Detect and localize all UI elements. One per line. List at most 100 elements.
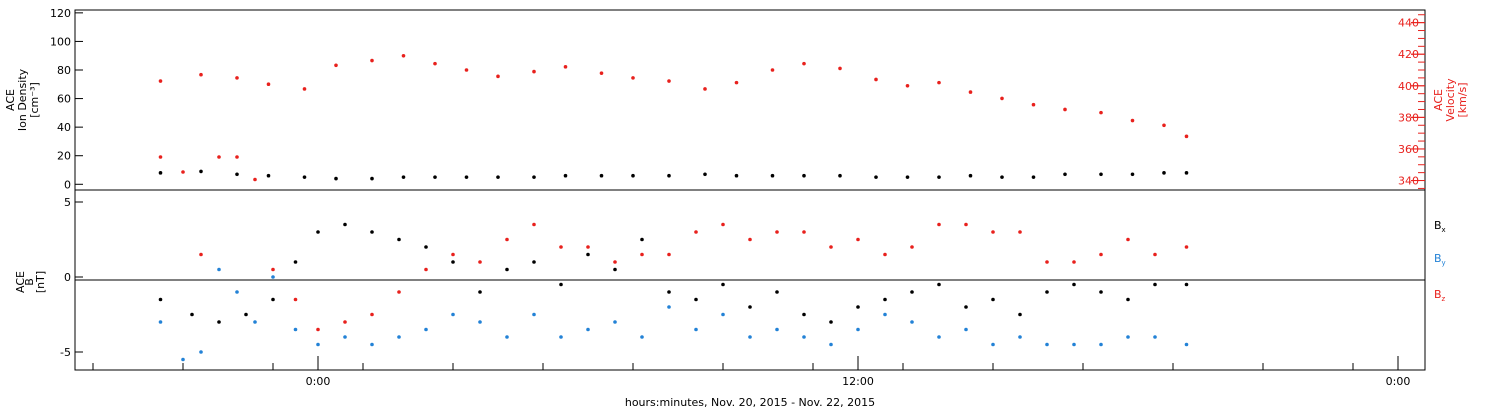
field-label-line-3: [nT]: [34, 271, 47, 293]
point-density: [703, 172, 707, 177]
point-bz: [478, 260, 482, 264]
point-density: [1184, 171, 1189, 175]
point-bz: [640, 252, 644, 257]
point-bz: [1072, 260, 1076, 264]
legend-bz: Bz: [1434, 288, 1446, 303]
point-density: [433, 175, 437, 179]
point-by: [343, 335, 347, 339]
point-by: [316, 342, 320, 347]
point-velocity: [334, 63, 338, 68]
point-bx: [1184, 282, 1189, 287]
point-bx: [775, 290, 779, 294]
point-density: [874, 175, 878, 179]
point-bx: [1072, 282, 1076, 287]
point-bz: [964, 222, 968, 227]
point-density: [370, 176, 374, 181]
point-density: [199, 169, 203, 174]
top-left-axis: 0 20 40 60 80 100 120: [50, 7, 83, 191]
point-velocity: [235, 76, 239, 80]
point-bx: [910, 290, 914, 294]
point-density: [667, 173, 671, 178]
point-by: [217, 267, 221, 272]
point-by: [451, 312, 455, 317]
point-velocity: [1162, 123, 1166, 128]
point-bx: [1018, 312, 1022, 317]
point-bx: [883, 297, 887, 302]
point-bx: [316, 230, 320, 234]
point-by: [158, 320, 163, 324]
field-label-line-2: B: [23, 278, 36, 286]
point-by: [293, 327, 298, 332]
point-density: [838, 173, 842, 178]
point-by: [1018, 335, 1022, 339]
point-bx: [158, 297, 163, 302]
point-by: [1184, 342, 1189, 347]
density-label-line-1: ACE: [4, 89, 17, 111]
point-by: [991, 342, 995, 347]
point-density: [734, 173, 739, 178]
point-bz: [451, 252, 455, 257]
velocity-tick-label: 340: [1398, 175, 1419, 188]
point-bz: [424, 267, 428, 272]
point-by: [1126, 335, 1130, 339]
point-bz: [532, 222, 536, 227]
point-bx: [190, 312, 194, 317]
point-velocity: [667, 79, 671, 83]
point-bz: [316, 327, 320, 332]
point-bz: [1184, 245, 1189, 249]
point-by: [856, 327, 860, 332]
point-velocity: [464, 68, 469, 72]
point-bx: [397, 237, 401, 242]
point-density: [532, 175, 536, 179]
point-by: [1099, 342, 1103, 347]
point-by: [586, 327, 590, 332]
point-density: [1099, 172, 1103, 177]
point-bz: [1126, 237, 1130, 242]
legend-by: By: [1434, 252, 1446, 267]
point-velocity: [302, 87, 307, 91]
point-bz: [883, 252, 887, 257]
point-by: [370, 342, 374, 347]
point-bz: [775, 230, 779, 234]
point-by: [199, 350, 203, 354]
point-bz: [613, 260, 617, 264]
time-tick-label: 0:00: [1386, 375, 1411, 388]
point-bz: [158, 155, 163, 159]
point-velocity: [1099, 110, 1103, 115]
density-tick-label: 60: [57, 93, 71, 106]
legend-bz-sub: z: [1442, 295, 1446, 303]
point-bx: [1153, 282, 1157, 287]
density-tick-label: 40: [57, 121, 71, 134]
point-velocity: [1063, 107, 1067, 112]
point-density: [563, 173, 568, 178]
point-bx: [343, 222, 347, 227]
point-bz: [505, 237, 509, 242]
velocity-label-line-2: Velocity: [1444, 78, 1457, 122]
point-bx: [532, 260, 536, 264]
point-bz: [199, 252, 203, 257]
point-by: [532, 312, 536, 317]
data-points: [158, 53, 1189, 362]
point-bz: [748, 237, 752, 242]
point-by: [478, 320, 482, 324]
point-density: [158, 171, 163, 175]
field-axis-label: ACE B [nT]: [14, 271, 47, 293]
point-bx: [748, 305, 752, 309]
point-density: [802, 173, 806, 178]
density-tick-label: 120: [50, 7, 71, 20]
bottom-left-axis: -5 0 5: [60, 196, 83, 359]
point-velocity: [266, 82, 271, 87]
point-bx: [424, 245, 428, 249]
point-bz: [910, 245, 914, 249]
point-by: [253, 320, 257, 324]
velocity-tick-label: 400: [1398, 80, 1419, 93]
point-bx: [505, 267, 509, 272]
x-axis-title: hours:minutes, Nov. 20, 2015 - Nov. 22, …: [625, 396, 875, 409]
point-bx: [244, 312, 248, 317]
density-tick-label: 20: [57, 150, 71, 163]
point-bz: [991, 230, 995, 234]
point-by: [559, 335, 563, 339]
point-density: [1130, 172, 1135, 177]
point-velocity: [199, 72, 203, 77]
